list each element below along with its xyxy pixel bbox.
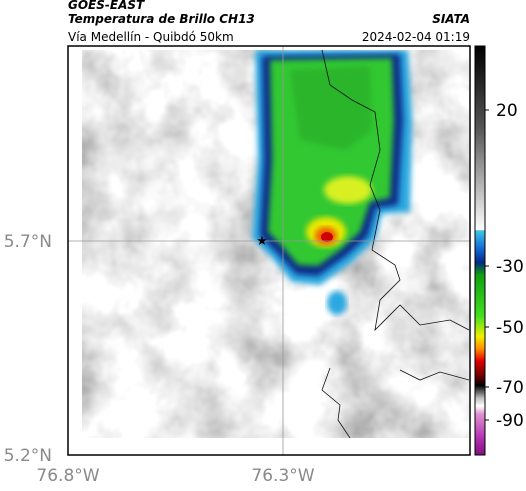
colorbar-label: -90 [496, 411, 524, 431]
lat-label: 5.2°N [4, 446, 52, 466]
map-frame [67, 45, 471, 456]
location-star: ★ [256, 234, 268, 249]
lon-label: 76.8°W [36, 466, 99, 486]
colorbar-ticks [485, 109, 489, 421]
lon-label: 76.3°W [251, 466, 314, 486]
colorbar-label: -30 [496, 257, 524, 277]
satellite-image [82, 50, 469, 438]
colorbar [474, 45, 486, 456]
left-title: GOES-EAST [68, 0, 145, 12]
colorbar-label: -70 [496, 378, 524, 398]
right-title: SIATA [432, 12, 470, 26]
subtitle: Temperatura de Brillo CH13 [68, 12, 255, 26]
timestamp: 2024-02-04 01:19 [362, 30, 470, 44]
colorbar-label: -50 [496, 318, 524, 338]
colorbar-label: 20 [496, 101, 518, 121]
lat-label: 5.7°N [4, 232, 52, 252]
route: Vía Medellín - Quibdó 50km [68, 30, 234, 44]
